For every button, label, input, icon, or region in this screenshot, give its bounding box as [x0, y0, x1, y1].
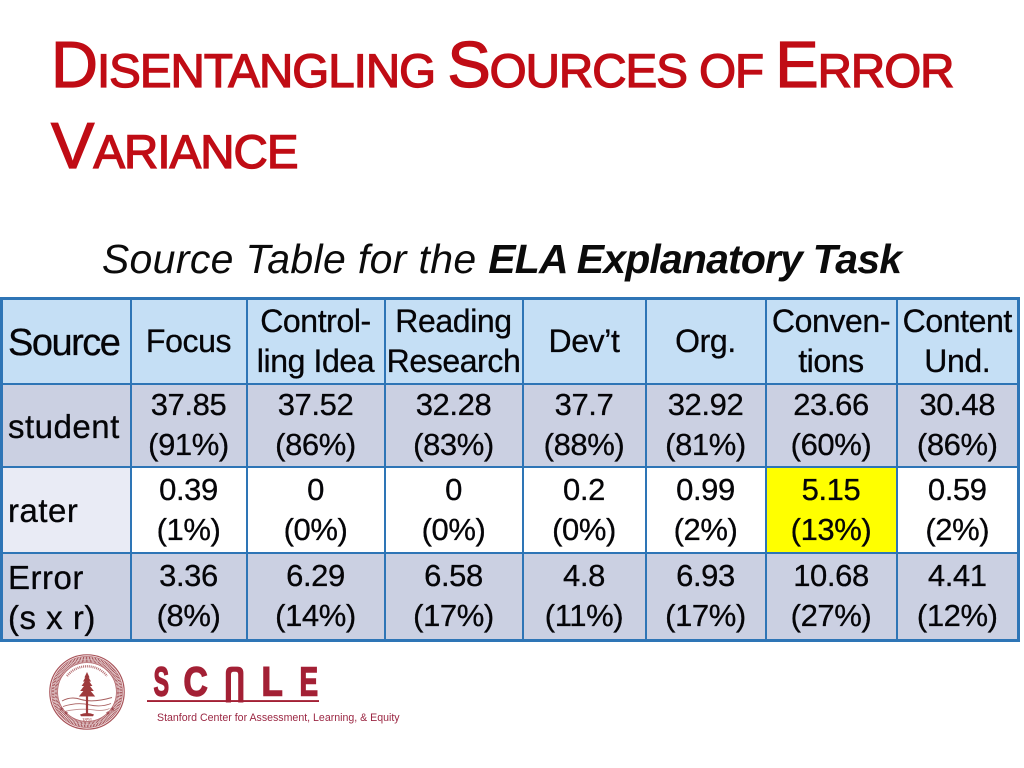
svg-text:S: S	[154, 660, 170, 705]
svg-text:Stanford Center for Assessment: Stanford Center for Assessment, Learning…	[157, 712, 400, 724]
svg-text:1891: 1891	[82, 718, 93, 724]
svg-text:E: E	[300, 659, 319, 705]
svg-text:L: L	[262, 660, 283, 705]
svg-text:C: C	[184, 658, 208, 704]
